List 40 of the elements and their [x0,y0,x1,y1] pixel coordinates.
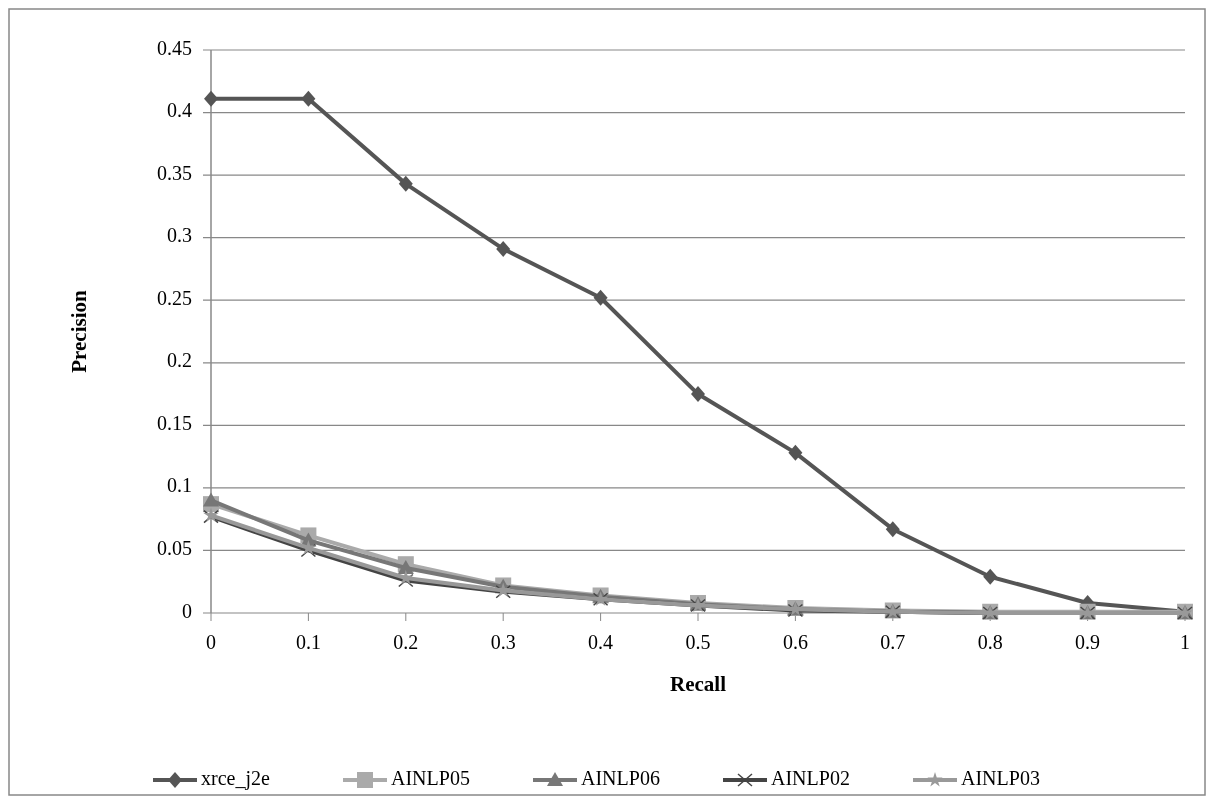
point [691,386,705,403]
y-tick-label: 0.1 [167,474,192,497]
y-tick-label: 0.25 [157,286,192,309]
y-axis-title: Precision [67,289,91,373]
point [398,573,414,588]
point [788,444,803,461]
y-tick-label: 0.05 [157,537,192,560]
x-tick-label: 0.6 [782,631,808,653]
legend-label: AINLP06 [581,766,660,789]
y-tick-label: 0.2 [167,349,192,372]
x-axis-title: Recall [670,672,727,696]
legend-label: AINLP02 [771,766,850,789]
x-tick-label: 0.2 [393,631,419,653]
x-tick-label: 0.1 [295,631,321,653]
point [593,289,608,306]
point [204,90,218,107]
x-tick-label: 1 [1180,631,1190,653]
legend-label: xrce_j2e [201,766,270,790]
x-tick-label: 0.9 [1075,631,1101,653]
legend-label: AINLP03 [961,766,1040,789]
legend-label: AINLP05 [391,766,470,789]
point [301,90,316,107]
y-tick-label: 0.35 [157,161,192,184]
x-tick-label: 0.4 [588,631,614,653]
y-tick-label: 0.3 [167,224,192,247]
point [398,175,413,192]
x-tick-label: 0.3 [490,631,516,653]
point [203,492,219,507]
point [300,543,317,558]
point [496,240,511,257]
x-tick-label: 0.5 [685,631,711,653]
x-tick-label: 0.8 [977,631,1003,653]
point [885,521,900,538]
point [983,568,998,585]
y-tick-label: 0 [182,599,192,622]
x-tick-label: 0 [206,631,216,653]
x-tick-label: 0.7 [880,631,906,653]
y-tick-label: 0.4 [167,99,192,122]
y-tick-label: 0.15 [157,411,192,434]
y-tick-label: 0.45 [157,36,192,59]
